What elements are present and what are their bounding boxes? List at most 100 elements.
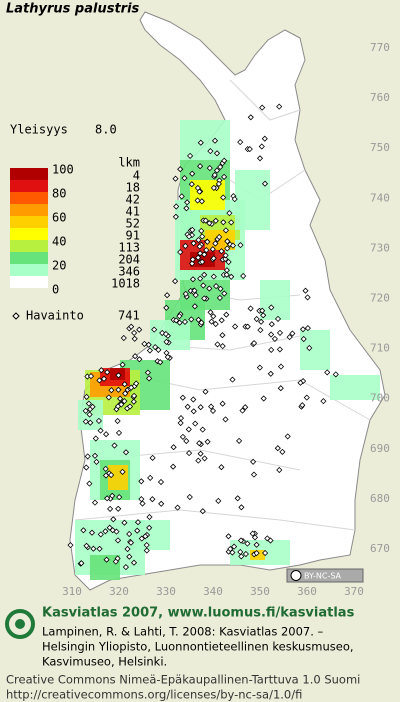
observation-marker: [303, 394, 310, 401]
observation-marker: [284, 433, 291, 440]
observation-marker: [124, 545, 131, 553]
observation-marker: [102, 528, 109, 535]
legend-scale-label: 60: [52, 211, 66, 225]
legend-count: 1018: [111, 277, 140, 291]
observation-marker: [128, 384, 135, 391]
observation-marker: [268, 321, 275, 328]
observation-marker: [212, 240, 219, 247]
observation-marker: [191, 303, 198, 310]
observation-marker: [119, 361, 126, 368]
easting-label: 360: [297, 585, 317, 598]
northing-label: 690: [370, 442, 390, 455]
observation-marker: [146, 347, 153, 354]
observation-marker: [215, 497, 222, 504]
observation-marker: [262, 549, 269, 557]
observation-marker: [260, 395, 267, 402]
observation-marker: [182, 242, 189, 250]
legend-count: 346: [118, 265, 140, 279]
observation-marker: [201, 455, 208, 462]
observation-marker: [176, 319, 183, 326]
observation-marker: [121, 398, 128, 405]
observation-marker: [130, 559, 138, 566]
observation-marker: [237, 242, 244, 249]
observation-marker: [170, 444, 177, 451]
observation-marker: [164, 292, 171, 299]
observation-marker: [247, 305, 254, 312]
observation-marker: [131, 335, 138, 342]
observation-marker: [97, 427, 104, 434]
observation-marker: [258, 143, 265, 150]
observation-marker: [218, 248, 225, 255]
footer: Kasviatlas 2007, www.luomus.fi/kasviatla…: [5, 606, 360, 702]
observation-marker: [195, 457, 202, 464]
observation-marker: [211, 137, 219, 144]
observation-marker: [271, 335, 278, 342]
grid-labels: 770 760 750 740 730 720 710 700 690 680 670 310 320 3…: [62, 41, 390, 598]
observation-marker: [210, 255, 217, 262]
legend-count: 42: [126, 193, 140, 207]
observation-marker: [332, 371, 339, 378]
observation-marker: [96, 377, 103, 384]
observation-marker: [197, 163, 204, 170]
legend-band: [10, 252, 48, 264]
observation-marker: [95, 417, 102, 424]
observation-marker: [259, 307, 266, 314]
observation-marker: [206, 285, 213, 292]
observation-marker: [93, 458, 100, 465]
observation-marker: [190, 240, 197, 247]
legend-band: [10, 264, 48, 276]
observation-marker: [297, 379, 304, 386]
observation-marker: [274, 445, 281, 452]
observation-marker: [115, 372, 122, 379]
observation-marker: [209, 246, 216, 253]
frequency-label: Yleisyys: [10, 123, 68, 137]
observation-marker: [208, 318, 215, 325]
observation-marker: [242, 550, 249, 558]
observation-marker: [194, 197, 201, 204]
observation-marker: [78, 560, 85, 567]
northing-label: 730: [370, 241, 390, 254]
observation-marker: [299, 402, 306, 409]
observation-marker: [268, 331, 275, 338]
observation-marker: [190, 408, 197, 415]
observation-marker: [239, 407, 246, 414]
observation-marker: [231, 543, 238, 550]
observation-marker: [253, 550, 260, 557]
observation-marker: [86, 411, 93, 418]
observation-marker: [210, 273, 217, 280]
observation-marker: [149, 496, 156, 503]
observation-marker: [170, 463, 177, 470]
observation-marker: [240, 272, 247, 280]
observation-marker: [261, 135, 268, 142]
northing-label: 770: [370, 41, 390, 54]
observation-symbol: [12, 312, 20, 320]
legend-band: [10, 228, 48, 240]
observation-marker: [302, 287, 309, 294]
observation-marker: [122, 564, 129, 571]
easting-label: 320: [109, 585, 129, 598]
observation-marker: [183, 205, 190, 212]
observation-marker: [142, 533, 149, 540]
easting-label: 310: [62, 585, 82, 598]
frequency-cell: [260, 280, 290, 320]
observation-marker: [186, 450, 193, 457]
observation-marker: [130, 398, 137, 405]
observation-marker: [82, 418, 89, 425]
observation-marker: [204, 438, 211, 445]
observation-marker: [109, 492, 116, 499]
observation-marker: [234, 495, 241, 502]
observation-marker: [256, 155, 264, 162]
observation-marker: [250, 458, 257, 465]
observation-marker: [116, 494, 123, 501]
observation-marker: [229, 549, 236, 556]
observation-marker: [219, 400, 226, 407]
northing-label: 680: [370, 492, 390, 505]
observation-marker: [146, 524, 153, 531]
observation-marker: [117, 395, 124, 402]
license-badge: BY-NC-SA: [286, 568, 364, 583]
observation-marker: [244, 540, 251, 547]
observation-marker: [197, 275, 204, 282]
citation-line: Lampinen, R. & Lahti, T. 2008: Kasviatla…: [42, 625, 324, 639]
observation-marker: [179, 394, 186, 401]
